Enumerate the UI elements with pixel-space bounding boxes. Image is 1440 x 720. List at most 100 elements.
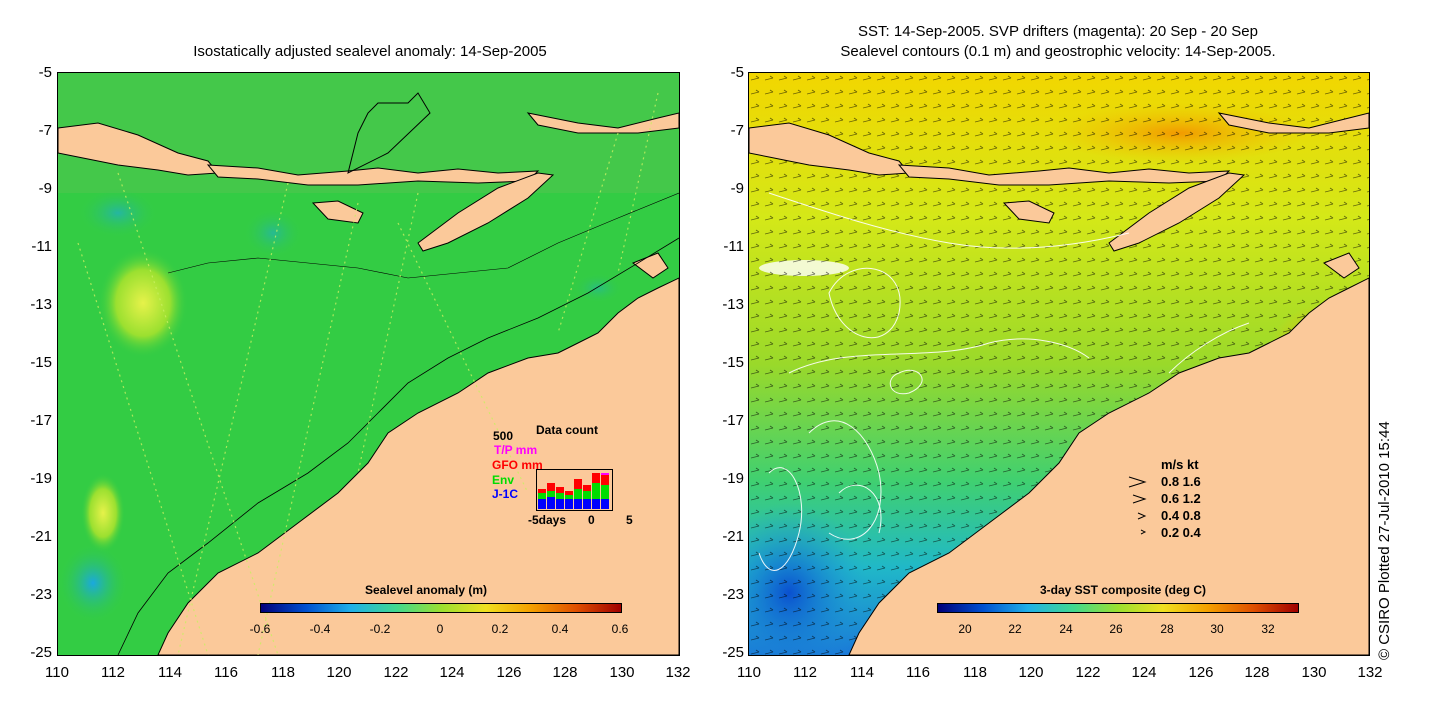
left-xtick: 120 [326, 664, 352, 681]
data-count-xlabel-start: -5days [528, 513, 567, 527]
velocity-legend: m/s kt 0.8 1.6 0.6 1.2 0.4 0.8 0.2 0.4 [1127, 457, 1237, 547]
left-ytick: -13 [30, 296, 52, 313]
right-cbar-tick: 32 [1261, 622, 1275, 636]
left-xtick: 110 [45, 664, 69, 681]
left-cbar-tick: 0 [436, 622, 444, 636]
left-altimeter-tracks [77, 92, 659, 655]
left-anomaly-high [98, 248, 188, 358]
left-xtick: 126 [496, 664, 522, 681]
velocity-legend-row: 0.8 1.6 [1161, 474, 1201, 489]
left-land-timor [417, 172, 555, 252]
legend-gfo: GFO mm [492, 458, 543, 472]
data-count-xlabel-zero: 0 [588, 513, 595, 527]
right-xtick: 124 [1131, 664, 1157, 681]
velocity-legend-header: m/s kt [1161, 457, 1199, 472]
left-map[interactable]: 500 Data count T/P mm GFO mm Env J-1C -5… [57, 72, 680, 656]
legend-tp: T/P mm [494, 443, 538, 457]
right-cbar-tick: 28 [1160, 622, 1174, 636]
right-xtick: 126 [1188, 664, 1214, 681]
left-ytick: -17 [30, 412, 52, 429]
left-cbar-tick: -0.6 [249, 622, 271, 636]
left-xtick: 116 [214, 664, 238, 681]
right-panel-title-line2: Sealevel contours (0.1 m) and geostrophi… [840, 43, 1276, 60]
velocity-legend-row: 0.2 0.4 [1161, 525, 1201, 540]
left-ytick: -11 [31, 238, 52, 255]
left-ytick: -5 [38, 64, 52, 81]
left-cbar-tick: -0.2 [369, 622, 391, 636]
right-xtick: 116 [906, 664, 930, 681]
right-xtick: 120 [1018, 664, 1044, 681]
right-xtick: 130 [1301, 664, 1327, 681]
left-xtick: 132 [665, 664, 691, 681]
velocity-legend-row: 0.4 0.8 [1161, 508, 1201, 523]
legend-j1c: J-1C [492, 487, 519, 501]
right-xtick: 122 [1075, 664, 1101, 681]
velocity-arrows-icon [1128, 476, 1147, 535]
left-map-canvas [58, 73, 679, 655]
right-sealevel-contours [758, 192, 1250, 571]
left-cbar-tick: 0.6 [611, 622, 629, 636]
data-count-bars [536, 469, 613, 511]
left-cbar-tick: -0.4 [309, 622, 331, 636]
left-land-australia [157, 277, 679, 655]
left-ytick: -21 [30, 528, 52, 545]
data-count-title: Data count [536, 423, 599, 437]
left-ytick: -7 [38, 122, 52, 139]
left-anomaly-low [58, 543, 128, 623]
right-ytick: -5 [730, 64, 744, 81]
right-panel-title-line1: SST: 14-Sep-2005. SVP drifters (magenta)… [858, 23, 1258, 40]
left-colorbar [260, 603, 622, 613]
legend-env: Env [492, 473, 515, 487]
left-ytick: -25 [30, 644, 52, 661]
data-count-xlabel-end: 5 [626, 513, 633, 527]
left-xtick: 130 [609, 664, 635, 681]
data-count-max: 500 [493, 429, 514, 443]
left-xtick: 128 [552, 664, 578, 681]
right-land-australia [848, 277, 1369, 655]
right-ytick: -15 [722, 354, 744, 371]
left-xtick: 118 [271, 664, 295, 681]
right-ytick: -21 [722, 528, 744, 545]
right-map[interactable]: m/s kt 0.8 1.6 0.6 1.2 0.4 0.8 0.2 0.4 3… [748, 72, 1370, 656]
left-ytick: -19 [30, 470, 52, 487]
right-xtick: 128 [1244, 664, 1270, 681]
right-colorbar-title: 3-day SST composite (deg C) [1039, 583, 1207, 597]
left-xtick: 122 [383, 664, 409, 681]
velocity-legend-row: 0.6 1.2 [1161, 491, 1201, 506]
right-cbar-tick: 30 [1210, 622, 1224, 636]
right-ytick: -19 [722, 470, 744, 487]
credit-text: © CSIRO Plotted 27-Jul-2010 15:44 [1376, 421, 1393, 660]
left-land-sumba [311, 200, 364, 224]
right-xtick: 112 [793, 664, 817, 681]
right-cbar-tick: 24 [1059, 622, 1073, 636]
left-xtick: 114 [158, 664, 182, 681]
left-xtick: 112 [101, 664, 125, 681]
right-xtick: 114 [850, 664, 874, 681]
left-xtick: 124 [439, 664, 465, 681]
left-ytick: -23 [30, 586, 52, 603]
right-ytick: -11 [723, 238, 744, 255]
data-count-inset: 500 Data count T/P mm GFO mm Env J-1C -5… [488, 421, 638, 531]
right-ytick: -17 [722, 412, 744, 429]
right-ytick: -23 [722, 586, 744, 603]
left-panel-title: Isostatically adjusted sealevel anomaly:… [193, 43, 547, 60]
right-map-canvas [749, 73, 1369, 655]
left-shelf-contour [117, 237, 679, 655]
left-ytick: -9 [38, 180, 52, 197]
right-xtick: 132 [1357, 664, 1383, 681]
left-ytick: -15 [30, 354, 52, 371]
left-land-java [58, 122, 220, 176]
right-cbar-tick: 22 [1008, 622, 1022, 636]
left-cbar-tick: 0.2 [491, 622, 509, 636]
right-ytick: -13 [722, 296, 744, 313]
right-cbar-tick: 26 [1109, 622, 1123, 636]
right-ytick: -7 [730, 122, 744, 139]
right-colorbar [937, 603, 1299, 613]
left-colorbar-title: Sealevel anomaly (m) [364, 583, 488, 597]
right-ytick: -9 [730, 180, 744, 197]
right-xtick: 110 [737, 664, 761, 681]
left-cbar-tick: 0.4 [551, 622, 569, 636]
right-ytick: -25 [722, 644, 744, 661]
right-cbar-tick: 20 [958, 622, 972, 636]
right-xtick: 118 [963, 664, 987, 681]
